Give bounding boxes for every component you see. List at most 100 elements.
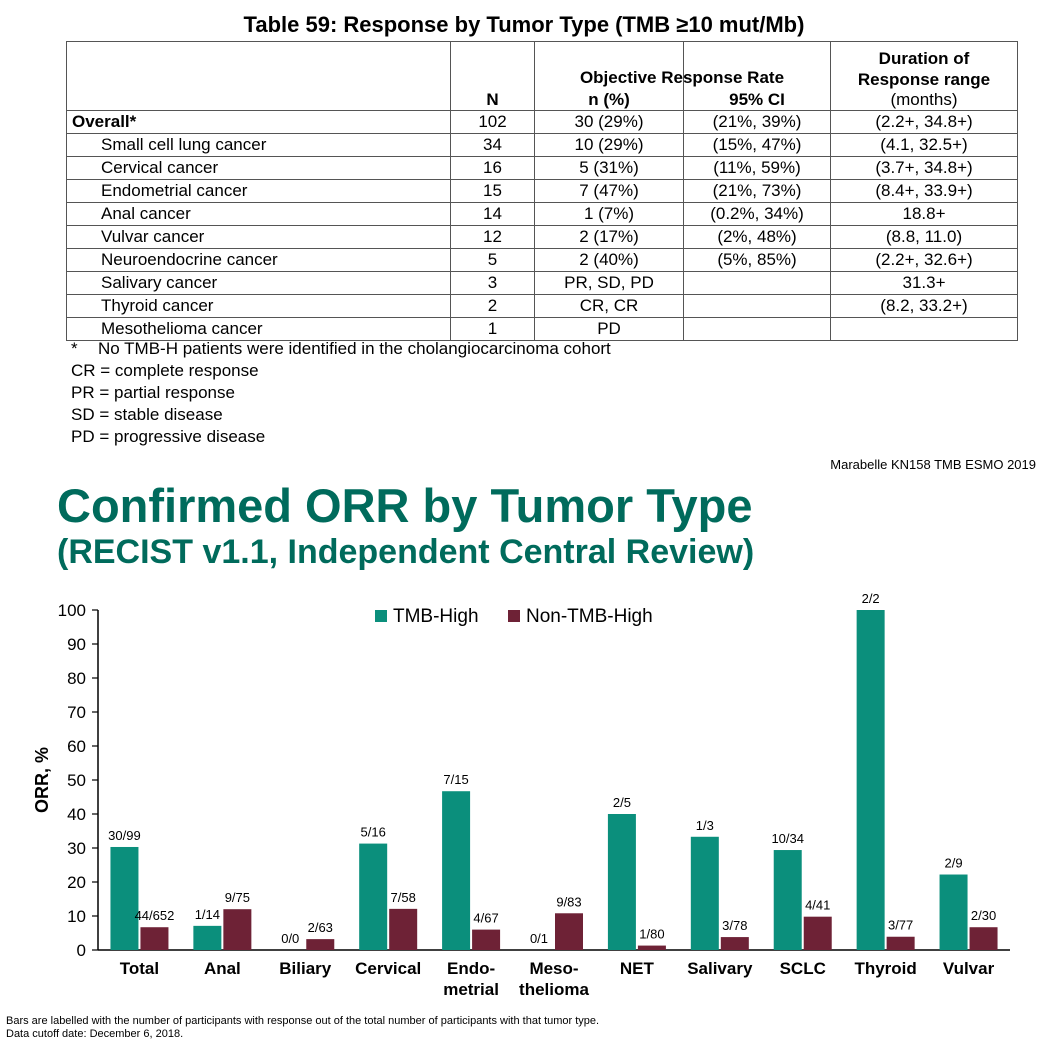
cell-duration: 18.8+ [830,202,1018,226]
bar-data-label: 9/75 [225,890,250,905]
cell-n-percent: 7 (47%) [534,179,684,203]
y-tick-label: 10 [67,907,86,926]
cell-n-percent: 5 (31%) [534,156,684,180]
bar-tmb-high [193,925,222,950]
cell-n: 3 [450,271,535,295]
cell-n: 2 [450,294,535,318]
table-row: Endometrial cancer 15 7 (47%) (21%, 73%) (8.… [66,179,1018,203]
y-tick-label: 80 [67,669,86,688]
bar-tmb-high [442,791,471,950]
slide-subtitle: (RECIST v1.1, Independent Central Review… [57,533,755,571]
cell-n: 16 [450,156,535,180]
cell-tumor-type: Neuroendocrine cancer [66,248,451,272]
cell-duration: (8.2, 33.2+) [830,294,1018,318]
footnote-pd: PD = progressive disease [71,427,266,446]
bar-data-label: 2/30 [971,908,996,923]
x-tick-label: Total [120,959,159,978]
legend-label: Non-TMB-High [526,606,653,627]
cell-duration: (8.4+, 33.9+) [830,179,1018,203]
bar-tmb-high [607,814,636,950]
bar-data-label: 44/652 [135,908,175,923]
cell-duration: (2.2+, 32.6+) [830,248,1018,272]
cell-tumor-type: Cervical cancer [66,156,451,180]
x-tick-label: SCLC [780,959,826,978]
bar-tmb-high [939,874,968,950]
y-tick-label: 40 [67,805,86,824]
cell-tumor-type: Mesothelioma cancer [66,317,451,341]
cell-ci: (15%, 47%) [683,133,831,157]
bar-non-tmb-high [389,908,418,950]
cell-ci: (2%, 48%) [683,225,831,249]
orr-bar-chart: 0 10 20 30 40 50 60 70 80 90 100 ORR, % TMB-High Non-… [32,591,1010,999]
bar-non-tmb-high [969,927,998,950]
x-tick-label: Salivary [687,959,753,978]
header-n-percent-label: n (%) [588,90,630,109]
cell-n-percent: PD [534,317,684,341]
y-tick-label: 100 [58,601,86,620]
legend-swatch [508,610,520,622]
x-tick-label: Biliary [279,959,332,978]
x-tick-label: Vulvar [943,959,995,978]
y-tick-label: 60 [67,737,86,756]
x-tick-label: Meso- [529,959,578,978]
x-tick-label: thelioma [519,980,589,999]
cell-ci: (21%, 39%) [683,110,831,134]
bar-non-tmb-high [306,939,335,950]
cell-n: 34 [450,133,535,157]
bar-data-label: 9/83 [556,894,581,909]
footnote-cr: CR = complete response [71,361,259,380]
cell-tumor-type: Endometrial cancer [66,179,451,203]
cell-n: 1 [450,317,535,341]
cell-n-percent: 2 (17%) [534,225,684,249]
cell-n-percent: 10 (29%) [534,133,684,157]
cell-ci: (0.2%, 34%) [683,202,831,226]
bar-tmb-high [773,850,802,950]
bar-tmb-high [359,843,388,950]
cell-ci [683,317,831,341]
y-tick-label: 0 [77,941,86,960]
bar-data-label: 3/78 [722,918,747,933]
cell-ci: (21%, 73%) [683,179,831,203]
cell-tumor-type: Salivary cancer [66,271,451,295]
cell-n-percent: 1 (7%) [534,202,684,226]
legend-label: TMB-High [393,606,479,627]
bar-data-label: 10/34 [771,831,804,846]
header-duration: Duration of Response range (months) [830,41,1018,111]
y-tick-label: 90 [67,635,86,654]
table-row: Overall* 102 30 (29%) (21%, 39%) (2.2+, 34.8… [66,110,1018,134]
table-row: Neuroendocrine cancer 5 2 (40%) (5%, 85%) (2… [66,248,1018,272]
bar-data-label: 1/80 [639,927,664,942]
bar-data-label: 5/16 [361,825,386,840]
y-tick-label: 50 [67,771,86,790]
bar-data-label: 0/0 [281,931,299,946]
cell-n-percent: 30 (29%) [534,110,684,134]
table-row: Mesothelioma cancer 1 PD [66,317,1018,341]
bar-data-label: 4/67 [473,911,498,926]
cell-tumor-type: Vulvar cancer [66,225,451,249]
cell-tumor-type: Anal cancer [66,202,451,226]
x-tick-label: NET [620,959,655,978]
chart-note-2: Data cutoff date: December 6, 2018. [6,1028,184,1040]
cell-n: 5 [450,248,535,272]
cell-ci: (11%, 59%) [683,156,831,180]
bar-data-label: 0/1 [530,931,548,946]
table-row: Vulvar cancer 12 2 (17%) (2%, 48%) (8.8, 11.… [66,225,1018,249]
cell-ci: (5%, 85%) [683,248,831,272]
bar-non-tmb-high [555,913,583,950]
table-row: Salivary cancer 3 PR, SD, PD 31.3+ [66,271,1018,295]
cell-tumor-type: Thyroid cancer [66,294,451,318]
bar-tmb-high [856,610,885,950]
x-tick-label: Cervical [355,959,421,978]
slide-title: Confirmed ORR by Tumor Type [57,479,753,532]
cell-tumor-type: Overall* [66,110,451,134]
table-row: Cervical cancer 16 5 (31%) (11%, 59%) (3.7+,… [66,156,1018,180]
y-tick-label: 30 [67,839,86,858]
x-tick-label: Anal [204,959,241,978]
bar-data-label: 3/77 [888,918,913,933]
cell-duration: (2.2+, 34.8+) [830,110,1018,134]
bar-data-label: 7/15 [443,772,468,787]
bar-data-label: 1/14 [195,907,220,922]
bar-non-tmb-high [223,909,252,950]
table-header-row: N Objective Response Rate n (%) 95% CI D… [66,41,1018,111]
bar-tmb-high [690,836,719,950]
